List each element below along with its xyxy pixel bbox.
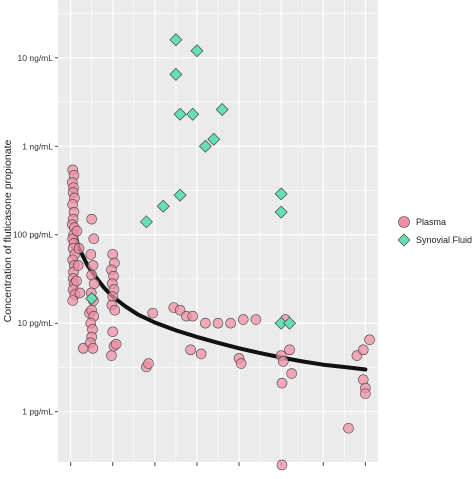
plasma-point [74, 287, 86, 299]
synovial-point [156, 199, 170, 213]
axes: 1 pg/mL 10 pg/mL 100 pg/mL 1 ng/mL 10 ng/mL [13, 53, 366, 466]
plasma-point [106, 350, 117, 361]
plasma-point [107, 326, 119, 338]
plasma-point [237, 314, 249, 325]
plasma-point [147, 307, 159, 319]
plasma-point [107, 249, 119, 260]
plasma-point [200, 317, 211, 329]
synovial-point [169, 67, 183, 81]
plasma-point [185, 344, 196, 356]
synovial-point [169, 33, 183, 47]
plasma-point [212, 317, 224, 329]
plasma-point [286, 368, 297, 379]
plasma-point [67, 295, 79, 306]
legend-synovial-swatch [397, 233, 411, 247]
y-tick-label: 10 ng/mL [18, 53, 54, 63]
y-axis-label: Concentration of fluticasone propionate [2, 139, 14, 322]
plasma-point [250, 314, 262, 325]
plasma-point [110, 338, 122, 350]
plasma-point [85, 249, 97, 260]
synovial-point [186, 107, 200, 121]
plasma-point [143, 358, 154, 369]
synovial-point [283, 316, 297, 330]
synovial-point [173, 107, 187, 121]
plasma-point [72, 260, 84, 271]
synovial-point [215, 103, 229, 117]
y-tick-label: 100 pg/mL [13, 230, 53, 240]
synovial-point [207, 132, 221, 146]
plasma-point [284, 344, 295, 356]
plasma-point [235, 358, 247, 369]
plasma-point [109, 304, 121, 316]
plasma-point [88, 278, 100, 289]
y-tick-label: 1 pg/mL [22, 407, 53, 417]
grid-lines [58, 0, 378, 462]
plasma-point [87, 260, 99, 271]
plasma-point [360, 388, 371, 399]
legend-label: Synovial Fluid [416, 235, 472, 245]
data-points-layer [67, 33, 375, 471]
plasma-point [71, 275, 82, 287]
legend: Plasma Synovial Fluid [397, 216, 472, 247]
plasma-point [195, 348, 207, 360]
legend-plasma-swatch [398, 216, 410, 228]
synovial-point [198, 139, 212, 153]
plasma-point [343, 422, 354, 434]
plasma-point [86, 213, 97, 225]
plasma-point [276, 459, 288, 471]
plasma-point [357, 344, 369, 356]
synovial-point [274, 205, 288, 219]
synovial-point [190, 44, 204, 58]
plasma-point [277, 356, 289, 367]
plasma-point [364, 334, 375, 346]
plasma-point [73, 243, 85, 254]
legend-label: Plasma [416, 217, 446, 227]
plasma-point [187, 310, 199, 322]
synovial-point [139, 215, 153, 229]
plasma-point [276, 377, 288, 389]
y-tick-label: 1 ng/mL [22, 141, 53, 151]
synovial-point [173, 188, 187, 202]
synovial-point [274, 187, 288, 201]
synovial-point [85, 292, 99, 306]
y-tick-label: 10 pg/mL [18, 318, 54, 328]
plasma-point [225, 317, 236, 329]
plasma-point [87, 343, 99, 354]
plasma-point [71, 225, 83, 237]
plasma-point [88, 233, 100, 245]
